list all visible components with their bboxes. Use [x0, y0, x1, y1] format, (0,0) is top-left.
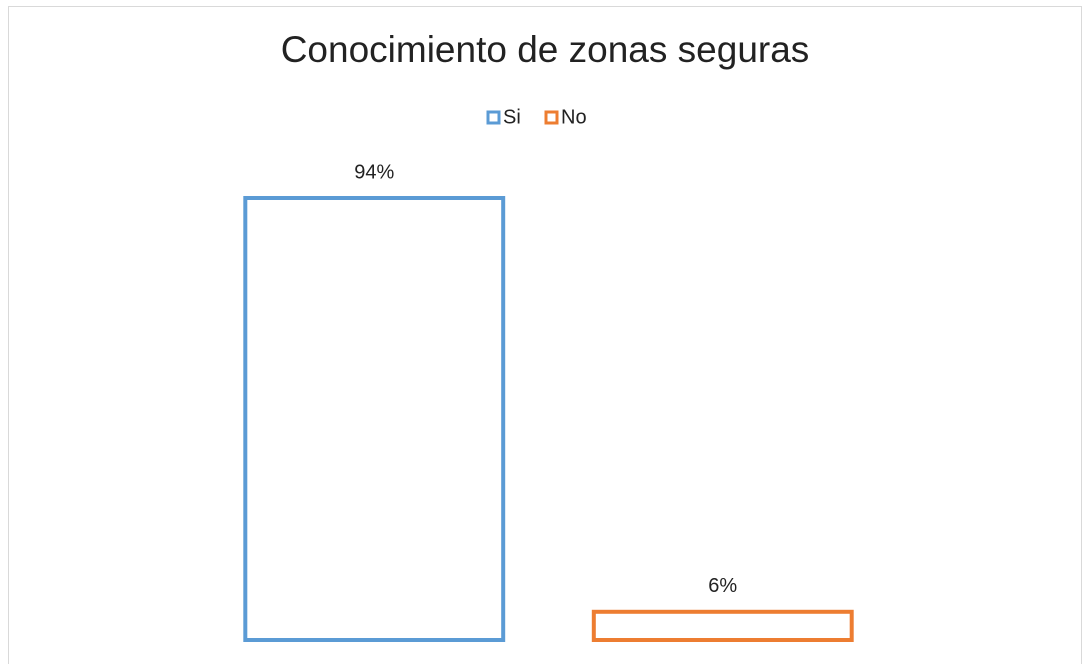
data-label: 94% [354, 161, 394, 183]
chart-frame [8, 6, 1082, 664]
legend-label: No [561, 106, 587, 128]
legend-swatch [486, 110, 501, 125]
bar [591, 609, 854, 642]
data-label: 6% [708, 575, 737, 597]
legend-swatch [544, 110, 559, 125]
chart-title: Conocimiento de zonas seguras [281, 29, 810, 70]
bar [243, 196, 506, 642]
legend-label: Si [503, 106, 521, 128]
